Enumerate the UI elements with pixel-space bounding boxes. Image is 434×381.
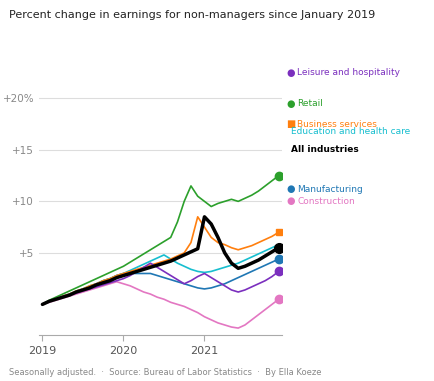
Text: Percent change in earnings for non-managers since January 2019: Percent change in earnings for non-manag… <box>9 10 375 19</box>
Text: Retail: Retail <box>297 99 323 108</box>
Text: ●: ● <box>286 67 295 78</box>
Text: Education and health care: Education and health care <box>291 127 410 136</box>
Text: Construction: Construction <box>297 197 355 206</box>
Text: Manufacturing: Manufacturing <box>297 184 363 194</box>
Text: ■: ■ <box>286 119 296 129</box>
Text: Seasonally adjusted.  ·  Source: Bureau of Labor Statistics  ·  By Ella Koeze: Seasonally adjusted. · Source: Bureau of… <box>9 368 321 377</box>
Text: ●: ● <box>286 99 295 109</box>
Text: ●: ● <box>286 184 295 194</box>
Text: Leisure and hospitality: Leisure and hospitality <box>297 68 400 77</box>
Text: Business services: Business services <box>297 120 377 129</box>
Text: All industries: All industries <box>291 146 358 154</box>
Text: ●: ● <box>286 196 295 207</box>
